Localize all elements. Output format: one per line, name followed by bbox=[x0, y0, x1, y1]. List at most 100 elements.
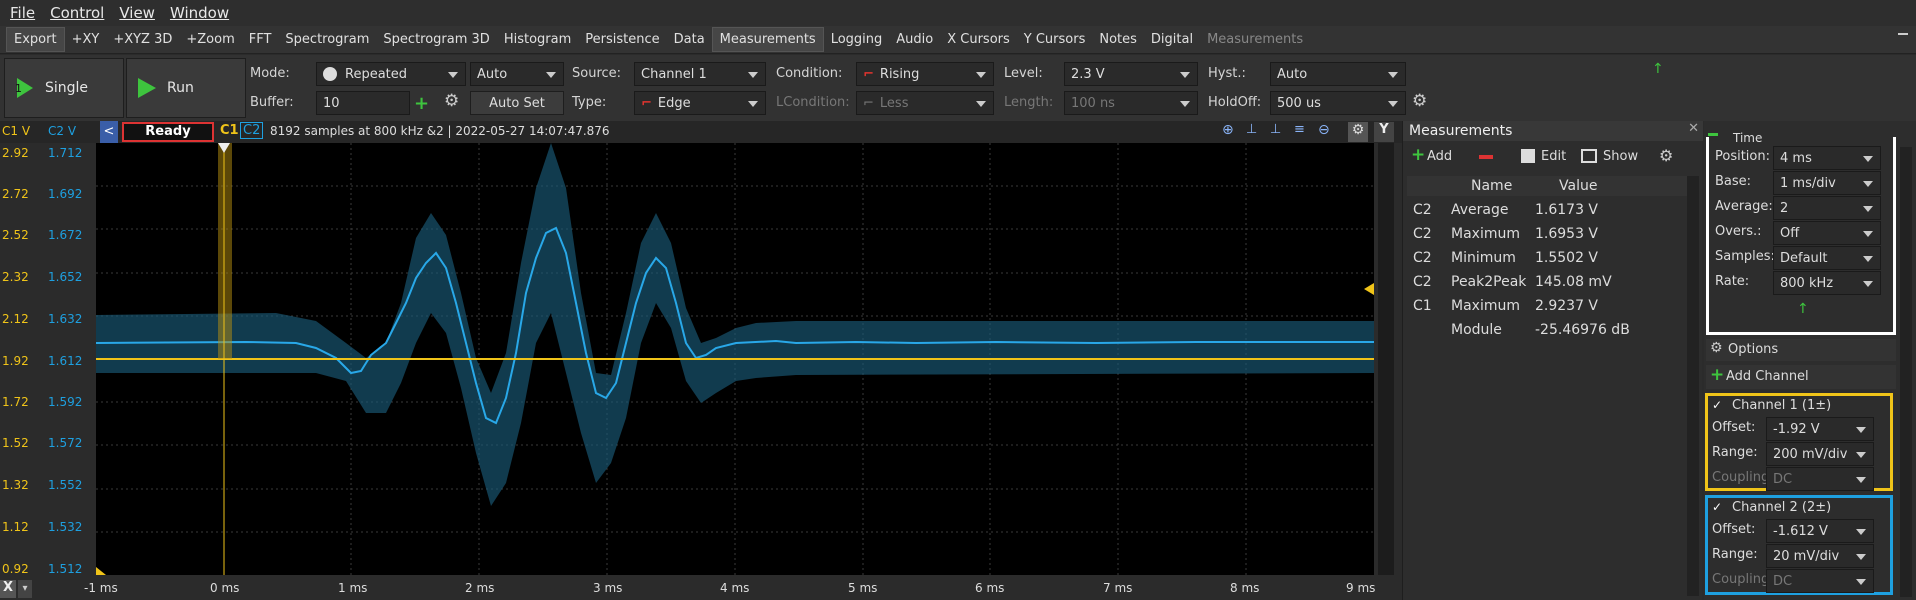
tab-xyz-3d[interactable]: +XYZ 3D bbox=[113, 32, 173, 47]
table-row[interactable]: Module -25.46976 dB bbox=[1407, 319, 1687, 343]
plot-scrollbar[interactable] bbox=[1378, 143, 1394, 575]
table-row[interactable]: C2 Maximum 1.6953 V bbox=[1407, 223, 1687, 247]
buffer-stepper[interactable]: 10 bbox=[316, 91, 410, 115]
edit-button[interactable]: Edit bbox=[1541, 149, 1567, 164]
ch1-offset-field[interactable]: -1.92 V bbox=[1766, 417, 1874, 441]
ch2-offset-label: Offset: bbox=[1712, 522, 1756, 537]
arrow-up-icon[interactable]: ↑ bbox=[1652, 61, 1664, 77]
channel-1-title: Channel 1 (1±) bbox=[1732, 398, 1832, 413]
menu-window[interactable]: Window bbox=[169, 4, 230, 22]
average-dropdown[interactable]: 2 bbox=[1773, 196, 1881, 220]
c1-offset-marker-icon[interactable] bbox=[96, 567, 106, 575]
tab-audio[interactable]: Audio bbox=[896, 32, 934, 47]
gear-icon[interactable]: ⚙ bbox=[444, 91, 460, 111]
gear-icon[interactable]: ⚙ bbox=[1412, 91, 1428, 111]
samples-dropdown[interactable]: Default bbox=[1773, 246, 1881, 270]
chevron-down-icon[interactable]: ▾ bbox=[18, 580, 32, 598]
type-dropdown[interactable]: ⌐ Edge bbox=[634, 91, 766, 115]
source-dropdown[interactable]: Channel 1 bbox=[634, 62, 766, 86]
menu-file[interactable]: File bbox=[10, 4, 36, 22]
tab-measurements[interactable]: Measurements bbox=[711, 27, 824, 52]
tab-notes[interactable]: Notes bbox=[1099, 32, 1137, 47]
tab-persistence[interactable]: Persistence bbox=[585, 32, 660, 47]
run-button[interactable]: Run bbox=[126, 58, 246, 118]
x-tick: 7 ms bbox=[1103, 581, 1133, 595]
tab-data[interactable]: Data bbox=[673, 32, 705, 47]
chevron-down-icon bbox=[976, 101, 986, 107]
oscilloscope-plot[interactable] bbox=[96, 143, 1374, 575]
table-row[interactable]: C2 Minimum 1.5502 V bbox=[1407, 247, 1687, 271]
minimize-icon[interactable] bbox=[1898, 33, 1908, 35]
holdoff-field[interactable]: 500 us bbox=[1270, 91, 1406, 115]
ch1-range-dropdown[interactable]: 200 mV/div bbox=[1766, 442, 1874, 466]
menu-control[interactable]: Control bbox=[50, 4, 105, 22]
length-field[interactable]: 100 ns bbox=[1064, 91, 1198, 115]
position-field[interactable]: 4 ms bbox=[1773, 146, 1881, 170]
zoom-icon[interactable]: ⊕ bbox=[1222, 122, 1234, 138]
table-row[interactable]: C2 Average 1.6173 V bbox=[1407, 199, 1687, 223]
arrow-up-icon[interactable]: ↑ bbox=[1797, 301, 1809, 317]
tab-fft[interactable]: FFT bbox=[248, 32, 272, 47]
c2-axis-header: C2 V bbox=[48, 124, 77, 138]
condition-dropdown[interactable]: ⌐ Rising bbox=[856, 62, 994, 86]
mode-dropdown[interactable]: Repeated bbox=[316, 62, 466, 86]
options-row[interactable]: ⚙ Options bbox=[1706, 339, 1896, 361]
tab-spectrogram[interactable]: Spectrogram bbox=[285, 32, 370, 47]
gear-icon[interactable]: ⚙ bbox=[1348, 122, 1368, 142]
tab-xy[interactable]: +XY bbox=[71, 32, 100, 47]
tab-zoom[interactable]: +Zoom bbox=[186, 32, 235, 47]
c1-tick: 2.12 bbox=[2, 312, 29, 326]
overs-dropdown[interactable]: Off bbox=[1773, 221, 1881, 245]
ch2-range-dropdown[interactable]: 20 mV/div bbox=[1766, 544, 1874, 568]
table-row[interactable]: C2 Peak2Peak 145.08 mV bbox=[1407, 271, 1687, 295]
c2-tag[interactable]: C2 bbox=[240, 122, 264, 139]
panel-scrollbar[interactable] bbox=[1900, 147, 1912, 597]
lcondition-dropdown[interactable]: ⌐ Less bbox=[856, 91, 994, 115]
c1-tag[interactable]: C1 bbox=[220, 123, 239, 138]
tab-spectrogram-3d[interactable]: Spectrogram 3D bbox=[383, 32, 490, 47]
c1-tick: 2.52 bbox=[2, 228, 29, 242]
hyst-dropdown[interactable]: Auto bbox=[1270, 62, 1406, 86]
gear-icon: ⚙ bbox=[1710, 340, 1723, 356]
y-axis-button[interactable]: Y bbox=[1374, 122, 1394, 142]
tab-histogram[interactable]: Histogram bbox=[503, 32, 572, 47]
zoom-y-icon[interactable]: ⊥ bbox=[1270, 122, 1282, 137]
tab-y-cursors[interactable]: Y Cursors bbox=[1023, 32, 1086, 47]
tab-x-cursors[interactable]: X Cursors bbox=[947, 32, 1010, 47]
single-button[interactable]: 1 Single bbox=[4, 58, 124, 118]
trigger-arrow-icon[interactable] bbox=[218, 143, 230, 153]
x-axis-button[interactable]: X bbox=[0, 580, 16, 598]
auto-set-button[interactable]: Auto Set bbox=[470, 91, 564, 115]
rising-edge-icon: ⌐ bbox=[863, 66, 874, 82]
trigger-level-icon[interactable] bbox=[1364, 283, 1374, 295]
measurements-scrollbar[interactable] bbox=[1687, 176, 1699, 596]
minimize-icon[interactable] bbox=[1708, 133, 1718, 136]
ch2-offset-field[interactable]: -1.612 V bbox=[1766, 519, 1874, 543]
add-channel-button[interactable]: + Add Channel bbox=[1706, 365, 1896, 389]
show-button[interactable]: Show bbox=[1603, 149, 1639, 164]
checkbox-icon[interactable]: ✓ bbox=[1712, 398, 1723, 412]
magnify-icon[interactable]: ⊖ bbox=[1318, 122, 1330, 138]
checkbox-icon[interactable]: ✓ bbox=[1712, 500, 1723, 514]
level-field[interactable]: 2.3 V bbox=[1064, 62, 1198, 86]
add-icon[interactable]: + bbox=[414, 93, 430, 114]
rate-dropdown[interactable]: 800 kHz bbox=[1773, 271, 1881, 295]
table-row[interactable]: C1 Maximum 2.9237 V bbox=[1407, 295, 1687, 319]
tab-digital[interactable]: Digital bbox=[1150, 32, 1194, 47]
add-measurement-button[interactable]: Add bbox=[1427, 149, 1453, 164]
ch1-coupling-dropdown[interactable]: DC bbox=[1766, 467, 1874, 491]
zoom-x-icon[interactable]: ⊥ bbox=[1246, 122, 1258, 137]
tab-measurements-dim[interactable]: Measurements bbox=[1207, 32, 1304, 47]
menu-view[interactable]: View bbox=[119, 4, 155, 22]
mode2-dropdown[interactable]: Auto bbox=[470, 62, 564, 86]
chevron-left-icon[interactable]: < bbox=[100, 121, 118, 143]
ch2-coupling-dropdown[interactable]: DC bbox=[1766, 569, 1874, 593]
base-dropdown[interactable]: 1 ms/div bbox=[1773, 171, 1881, 195]
export-button[interactable]: Export bbox=[6, 27, 65, 52]
remove-icon[interactable] bbox=[1479, 155, 1493, 159]
tab-logging[interactable]: Logging bbox=[830, 32, 883, 47]
type-label: Type: bbox=[572, 95, 607, 110]
close-icon[interactable]: ✕ bbox=[1688, 121, 1699, 136]
align-icon[interactable]: ≡ bbox=[1294, 122, 1305, 137]
gear-icon[interactable]: ⚙ bbox=[1659, 146, 1674, 165]
